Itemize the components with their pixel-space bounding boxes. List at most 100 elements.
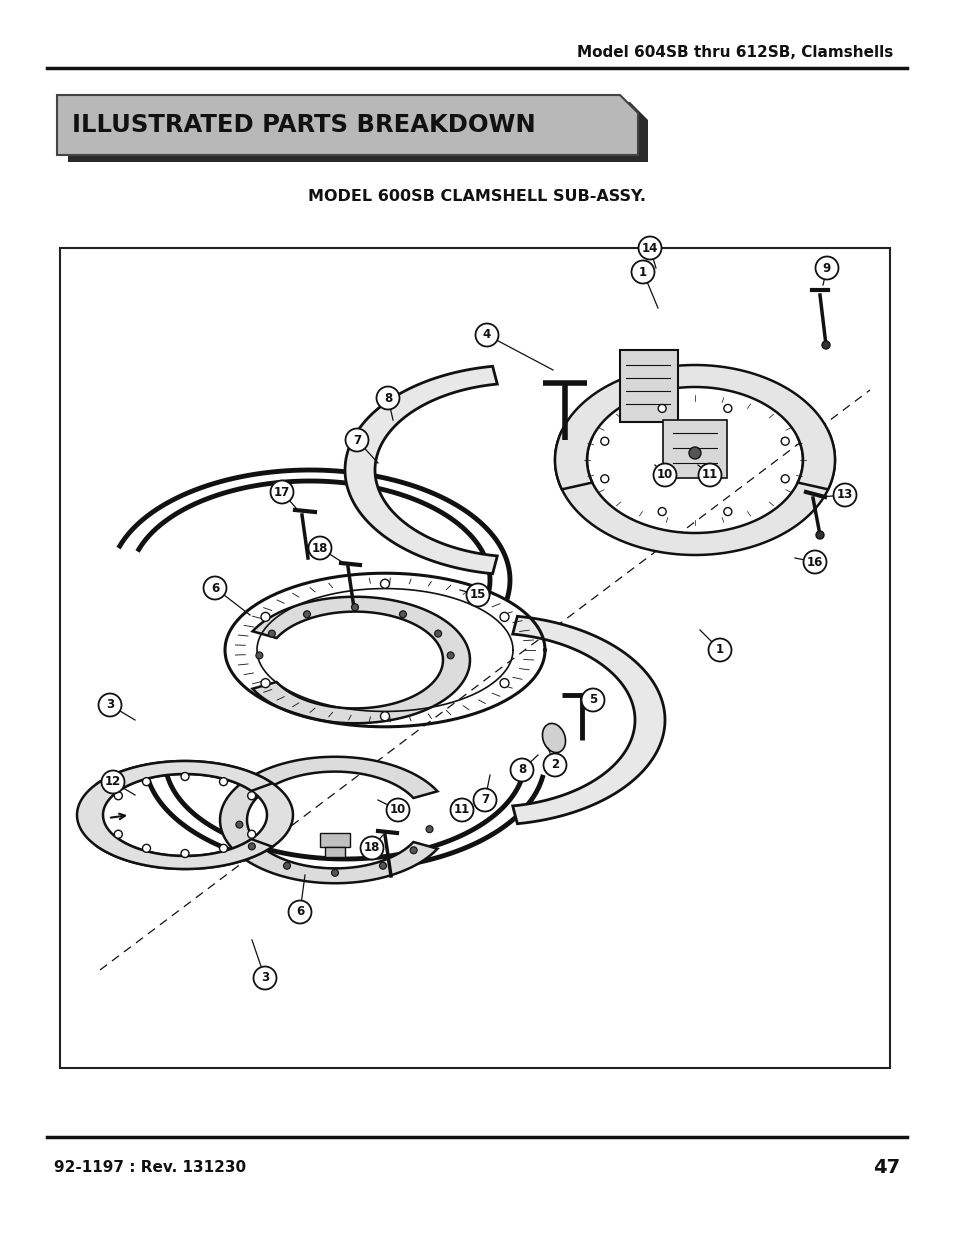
Circle shape [708, 638, 731, 662]
Circle shape [114, 830, 122, 839]
Text: 16: 16 [806, 556, 822, 568]
Circle shape [253, 967, 276, 989]
Circle shape [600, 474, 608, 483]
Text: 7: 7 [353, 433, 360, 447]
Polygon shape [253, 597, 470, 724]
Circle shape [283, 862, 291, 869]
Bar [319, 832, 350, 847]
Circle shape [781, 474, 788, 483]
Circle shape [638, 236, 660, 259]
Circle shape [181, 773, 189, 781]
Text: 17: 17 [274, 485, 290, 499]
Text: 4: 4 [482, 329, 491, 342]
Circle shape [600, 437, 608, 446]
Circle shape [499, 613, 509, 621]
Text: 3: 3 [261, 972, 269, 984]
Text: 18: 18 [363, 841, 380, 855]
Circle shape [345, 429, 368, 452]
Polygon shape [555, 431, 834, 555]
Circle shape [268, 630, 275, 637]
Polygon shape [220, 757, 437, 883]
Circle shape [101, 771, 125, 794]
Circle shape [658, 508, 665, 515]
Text: 7: 7 [480, 794, 489, 806]
Circle shape [658, 404, 665, 412]
Text: Model 604SB thru 612SB, Clamshells: Model 604SB thru 612SB, Clamshells [577, 44, 892, 59]
Circle shape [248, 844, 255, 850]
Circle shape [447, 652, 454, 659]
Circle shape [288, 900, 312, 924]
Text: 18: 18 [312, 541, 328, 555]
Polygon shape [97, 761, 293, 869]
Circle shape [203, 577, 226, 599]
Circle shape [235, 821, 243, 829]
Circle shape [351, 604, 358, 610]
Circle shape [435, 630, 441, 637]
Circle shape [821, 341, 829, 350]
Text: 10: 10 [657, 468, 673, 482]
Circle shape [261, 678, 270, 688]
Circle shape [466, 583, 489, 606]
Text: 3: 3 [106, 699, 114, 711]
Circle shape [450, 799, 473, 821]
Circle shape [142, 845, 151, 852]
Circle shape [386, 799, 409, 821]
Text: 1: 1 [639, 266, 646, 279]
Text: 5: 5 [588, 694, 597, 706]
Circle shape [475, 324, 498, 347]
Circle shape [248, 830, 255, 839]
Text: 6: 6 [295, 905, 304, 919]
Circle shape [360, 836, 383, 860]
Text: 9: 9 [822, 262, 830, 274]
Text: 12: 12 [105, 776, 121, 788]
Text: 10: 10 [390, 804, 406, 816]
Circle shape [181, 850, 189, 857]
Text: 8: 8 [517, 763, 525, 777]
Polygon shape [68, 103, 647, 162]
Circle shape [698, 463, 720, 487]
Circle shape [379, 862, 386, 869]
Circle shape [219, 778, 227, 785]
Circle shape [219, 845, 227, 852]
Text: MODEL 600SB CLAMSHELL SUB-ASSY.: MODEL 600SB CLAMSHELL SUB-ASSY. [308, 189, 645, 204]
Circle shape [255, 652, 263, 659]
Circle shape [688, 447, 700, 459]
Bar [619, 350, 678, 422]
Circle shape [410, 847, 416, 853]
Circle shape [510, 758, 533, 782]
Circle shape [331, 869, 338, 877]
Circle shape [308, 536, 331, 559]
Circle shape [261, 613, 270, 621]
Bar [325, 847, 345, 857]
Polygon shape [345, 367, 497, 574]
Bar [662, 420, 726, 478]
Text: 2: 2 [551, 758, 558, 772]
Text: 47: 47 [872, 1158, 899, 1177]
Circle shape [723, 404, 731, 412]
Circle shape [114, 792, 122, 800]
Bar [60, 248, 889, 1068]
Circle shape [802, 551, 825, 573]
Circle shape [581, 688, 604, 711]
Text: 8: 8 [383, 391, 392, 405]
Text: 11: 11 [701, 468, 718, 482]
Circle shape [303, 611, 310, 618]
Ellipse shape [542, 724, 565, 752]
Circle shape [631, 261, 654, 284]
Circle shape [142, 778, 151, 785]
Circle shape [473, 788, 496, 811]
Circle shape [815, 531, 823, 538]
Circle shape [380, 579, 389, 588]
Text: 6: 6 [211, 582, 219, 594]
Circle shape [98, 694, 121, 716]
Circle shape [426, 826, 433, 832]
Circle shape [815, 257, 838, 279]
Polygon shape [555, 366, 834, 489]
Text: 13: 13 [836, 489, 852, 501]
Circle shape [723, 508, 731, 515]
Polygon shape [512, 616, 664, 824]
Circle shape [271, 480, 294, 504]
Circle shape [499, 678, 509, 688]
Polygon shape [57, 95, 638, 156]
Text: 1: 1 [715, 643, 723, 657]
